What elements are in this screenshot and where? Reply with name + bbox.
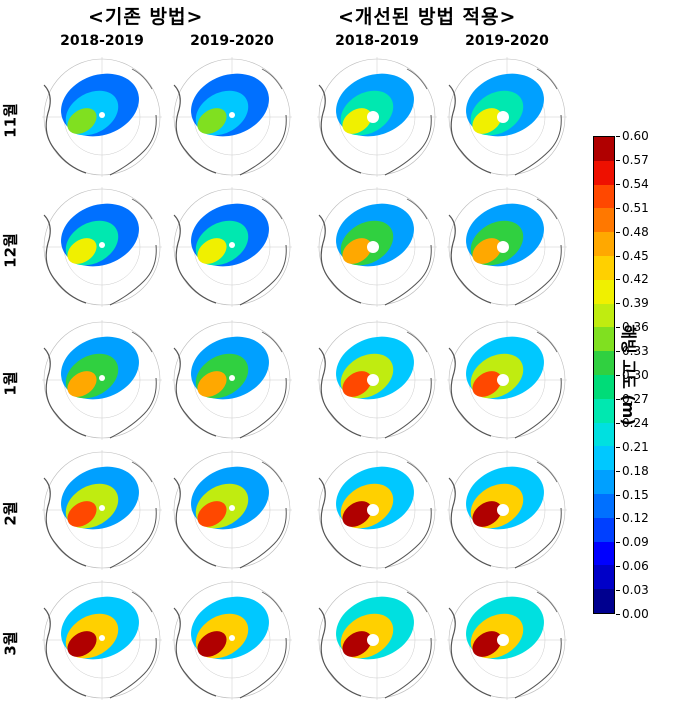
- colorbar-segment: [594, 517, 614, 542]
- colorbar-tick-label: 0.21: [616, 441, 649, 453]
- colorbar-tick-label: 0.42: [616, 273, 649, 285]
- colorbar-segment: [594, 256, 614, 280]
- row-label: 3월: [1, 631, 20, 656]
- sea-ice-map-panel: [445, 185, 569, 309]
- sea-ice-map-panel: [170, 55, 294, 179]
- column-label: 2018-2019: [335, 33, 419, 49]
- sea-ice-map-panel: [445, 448, 569, 572]
- sea-ice-map-panel: [170, 578, 294, 702]
- sea-ice-map-panel: [315, 55, 439, 179]
- colorbar-tick-label: 0.27: [616, 393, 649, 405]
- colorbar-tick-label: 0.36: [616, 321, 649, 333]
- colorbar-tick-label: 0.24: [616, 417, 649, 429]
- colorbar-segment: [594, 208, 614, 233]
- sea-ice-map-panel: [315, 578, 439, 702]
- colorbar-segment: [594, 351, 614, 376]
- sea-ice-map-panel: [40, 448, 164, 572]
- colorbar-tick-label: 0.39: [616, 297, 649, 309]
- colorbar-tick-label: 0.09: [616, 536, 649, 548]
- sea-ice-map-panel: [445, 55, 569, 179]
- sea-ice-map-panel: [315, 448, 439, 572]
- column-label: 2018-2019: [60, 33, 144, 49]
- sea-ice-map-panel: [315, 185, 439, 309]
- colorbar-segment: [594, 446, 614, 471]
- sea-ice-map-panel: [170, 318, 294, 442]
- colorbar-tick-label: 0.33: [616, 345, 649, 357]
- sea-ice-map-panel: [40, 55, 164, 179]
- colorbar-segment: [594, 232, 614, 257]
- colorbar-tick-label: 0.54: [616, 178, 649, 190]
- sea-ice-map-panel: [445, 318, 569, 442]
- colorbar-segment: [594, 398, 614, 423]
- colorbar-tick-label: 0.51: [616, 202, 649, 214]
- row-label: 1월: [1, 371, 20, 396]
- title-improved: <개선된 방법 적용>: [338, 6, 517, 28]
- colorbar-tick-label: 0.06: [616, 560, 649, 572]
- colorbar-segment: [594, 184, 614, 209]
- colorbar-label: 해빙 고도 (m): [619, 324, 638, 426]
- column-label: 2019-2020: [190, 33, 274, 49]
- colorbar-segment: [594, 565, 614, 590]
- colorbar-tick-label: 0.12: [616, 512, 649, 524]
- colorbar-ticks: 0.00 0.03 0.06 0.09 0.12 0.15 0.18 0.21 0.24 0.27…: [616, 130, 656, 620]
- colorbar-tick-label: 0.48: [616, 226, 649, 238]
- colorbar-segment: [594, 422, 614, 447]
- colorbar-tick-label: 0.03: [616, 584, 649, 596]
- colorbar-segment: [594, 160, 614, 185]
- colorbar-segment: [594, 279, 614, 304]
- sea-ice-map-panel: [40, 578, 164, 702]
- colorbar-segment: [594, 470, 614, 495]
- colorbar-segment: [594, 589, 614, 613]
- row-label: 11월: [1, 103, 20, 138]
- colorbar: [593, 136, 615, 614]
- sea-ice-map-panel: [170, 185, 294, 309]
- title-baseline: <기존 방법>: [88, 6, 204, 28]
- colorbar-segment: [594, 137, 614, 161]
- sea-ice-map-panel: [445, 578, 569, 702]
- sea-ice-map-panel: [170, 448, 294, 572]
- colorbar-segment: [594, 327, 614, 352]
- colorbar-tick-label: 0.60: [616, 130, 649, 142]
- sea-ice-map-panel: [40, 185, 164, 309]
- colorbar-tick-label: 0.00: [616, 608, 649, 620]
- colorbar-segment: [594, 303, 614, 328]
- colorbar-tick-label: 0.57: [616, 154, 649, 166]
- sea-ice-map-panel: [315, 318, 439, 442]
- colorbar-segment: [594, 375, 614, 399]
- sea-ice-map-panel: [40, 318, 164, 442]
- colorbar-segment: [594, 494, 614, 518]
- colorbar-tick-label: 0.45: [616, 250, 649, 262]
- colorbar-tick-label: 0.15: [616, 489, 649, 501]
- column-label: 2019-2020: [465, 33, 549, 49]
- colorbar-tick-label: 0.30: [616, 369, 649, 381]
- row-label: 2월: [1, 501, 20, 526]
- row-label: 12월: [1, 233, 20, 268]
- colorbar-tick-label: 0.18: [616, 465, 649, 477]
- colorbar-segment: [594, 541, 614, 566]
